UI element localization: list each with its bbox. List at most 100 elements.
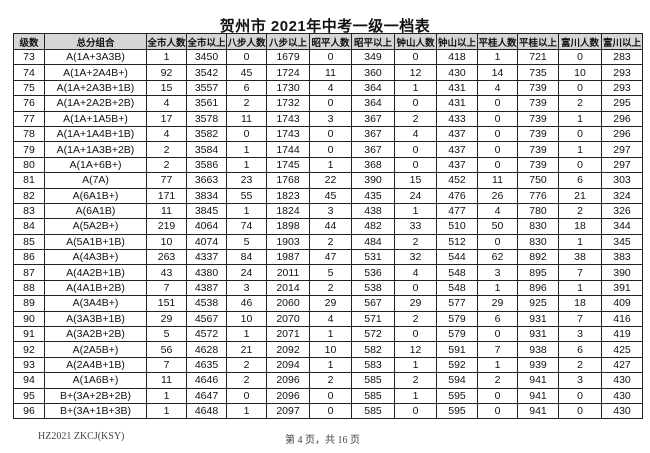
table-cell: 45 [226, 64, 267, 81]
table-cell: A(7A) [44, 172, 147, 189]
table-cell: 3 [558, 372, 602, 389]
table-row: 83 A(6A1B) 11 3845 1 1824 3 438 1 477 4 780 2 326 [13, 202, 643, 220]
table-cell: 2071 [266, 326, 310, 343]
table-cell: 2 [309, 233, 352, 251]
table-cell: 10 [226, 310, 267, 328]
table-cell: 531 [351, 249, 395, 266]
table-cell: 14 [477, 64, 518, 81]
table-cell: 591 [436, 341, 478, 358]
table-cell: A(4A2B+1B) [44, 264, 147, 281]
table-cell: 5 [146, 326, 187, 343]
table-cell: 437 [436, 156, 478, 174]
table-cell: 43 [146, 264, 187, 281]
table-cell: 26 [477, 187, 518, 204]
table-cell: 2 [226, 95, 267, 112]
table-cell: 0 [309, 95, 352, 112]
table-cell: 892 [517, 249, 559, 266]
table-cell: 0 [477, 233, 518, 251]
table-cell: 594 [436, 372, 478, 389]
table-cell: 939 [517, 356, 559, 374]
table-cell: 345 [601, 233, 643, 251]
table-row: 91 A(3A2B+2B) 5 4572 1 2071 1 572 0 579 0 931 3 419 [13, 326, 643, 343]
table-cell: 7 [477, 341, 518, 358]
table-cell: 418 [436, 48, 478, 66]
table-cell: A(1A+2A4B+) [44, 64, 147, 81]
table-cell: 739 [517, 156, 559, 174]
table-cell: 89 [13, 295, 45, 312]
table-cell: 567 [351, 295, 395, 312]
table-cell: 0 [394, 156, 437, 174]
table-cell: 941 [517, 372, 559, 389]
table-cell: 1 [226, 141, 267, 158]
table-cell: A(1A+3A3B) [44, 48, 147, 66]
table-cell: 0 [477, 326, 518, 343]
table-cell: 739 [517, 79, 559, 97]
table-cell: 3557 [186, 79, 227, 97]
table-cell: A(5A2B+) [44, 218, 147, 235]
table-row: 78 A(1A+1A4B+1B) 4 3582 0 1743 0 367 4 437 0 739 0 29… [13, 125, 643, 143]
table-cell: 1 [309, 156, 352, 174]
table-cell: 15 [146, 79, 187, 97]
table-row: 95 B+(3A+2B+2B) 1 4647 0 2096 0 585 1 595 0 941 0 430 [13, 387, 643, 404]
table-cell: 368 [351, 156, 395, 174]
table-cell: 0 [558, 156, 602, 174]
table-cell: 263 [146, 249, 187, 266]
table-cell: A(1A+6B+) [44, 156, 147, 174]
table-cell: 941 [517, 402, 559, 420]
table-cell: 438 [351, 202, 395, 220]
table-cell: 1743 [266, 125, 310, 143]
table-cell: 151 [146, 295, 187, 312]
column-header: 钟山以上 [436, 33, 478, 50]
table-cell: 2 [309, 372, 352, 389]
table-cell: 3584 [186, 141, 227, 158]
table-cell: 0 [394, 279, 437, 297]
table-cell: A(1A+1A5B+) [44, 110, 147, 127]
table-cell: 0 [558, 48, 602, 66]
table-cell: 830 [517, 233, 559, 251]
table-cell: 47 [309, 249, 352, 266]
table-cell: 390 [351, 172, 395, 189]
table-cell: 10 [558, 64, 602, 81]
table-cell: 896 [517, 279, 559, 297]
table-cell: 171 [146, 187, 187, 204]
table-cell: 2 [226, 372, 267, 389]
table-cell: 383 [601, 249, 643, 266]
table-cell: 364 [351, 95, 395, 112]
table-cell: 3582 [186, 125, 227, 143]
table-cell: 11 [226, 110, 267, 127]
table-cell: 452 [436, 172, 478, 189]
column-header: 钟山人数 [394, 33, 437, 50]
table-cell: 1 [309, 326, 352, 343]
table-cell: 18 [558, 295, 602, 312]
table-cell: 0 [309, 402, 352, 420]
table-cell: 3845 [186, 202, 227, 220]
table-cell: 4 [146, 95, 187, 112]
table-cell: 3 [558, 326, 602, 343]
table-cell: 1 [558, 279, 602, 297]
table-cell: 577 [436, 295, 478, 312]
table-cell: 1730 [266, 79, 310, 97]
table-cell: 3586 [186, 156, 227, 174]
score-level-table: 级数 总分组合 全市人数 全市以上 八步人数 八步以上 昭平人数 昭平以上 钟山人数 钟山以上 平桂… [13, 33, 643, 420]
table-cell: A(3A3B+1B) [44, 310, 147, 328]
table-cell: 360 [351, 64, 395, 81]
table-cell: 22 [309, 172, 352, 189]
table-cell: 2 [558, 202, 602, 220]
table-cell: 931 [517, 310, 559, 328]
table-cell: 1 [226, 326, 267, 343]
table-cell: 1 [146, 387, 187, 404]
table-cell: 367 [351, 110, 395, 127]
table-cell: 4647 [186, 387, 227, 404]
table-cell: 15 [394, 172, 437, 189]
table-row: 84 A(5A2B+) 219 4064 74 1898 44 482 33 510 50 830 18… [13, 218, 643, 235]
table-cell: 88 [13, 279, 45, 297]
table-cell: 3834 [186, 187, 227, 204]
table-cell: 2097 [266, 402, 310, 420]
table-cell: A(3A2B+2B) [44, 326, 147, 343]
table-cell: 1 [394, 387, 437, 404]
table-cell: 364 [351, 79, 395, 97]
table-row: 73 A(1A+3A3B) 1 3450 0 1679 0 349 0 418 1 721 0 283 [13, 48, 643, 66]
table-cell: 1 [146, 48, 187, 66]
table-cell: 579 [436, 310, 478, 328]
column-header: 八步以上 [266, 33, 310, 50]
